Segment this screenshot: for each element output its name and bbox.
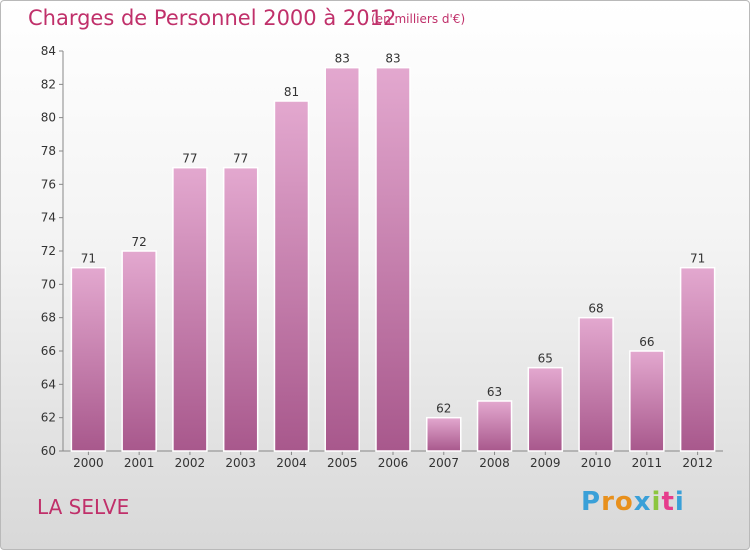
chart-subtitle: (en milliers d'€) — [371, 12, 466, 26]
logo-letter: P — [581, 487, 602, 517]
x-tick-label: 2012 — [682, 456, 713, 470]
logo-letter: o — [614, 487, 634, 517]
bar-value-label: 83 — [385, 52, 400, 66]
bar-value-label: 68 — [588, 302, 603, 316]
bar-value-label: 77 — [233, 152, 248, 166]
y-tick-label: 82 — [41, 77, 56, 91]
y-tick-label: 68 — [41, 311, 56, 325]
logo-letter: t — [661, 487, 675, 517]
x-tick-label: 2008 — [479, 456, 510, 470]
x-tick-label: 2007 — [428, 456, 459, 470]
x-tick-label: 2009 — [530, 456, 561, 470]
logo-letter: i — [674, 487, 685, 517]
chart-title: Charges de Personnel 2000 à 2012 — [28, 6, 397, 30]
bar-value-label: 81 — [284, 85, 299, 99]
logo-letter: i — [651, 487, 662, 517]
y-tick-label: 60 — [41, 444, 56, 458]
bar — [324, 66, 360, 452]
bar — [426, 416, 462, 452]
x-tick-label: 2001 — [124, 456, 155, 470]
x-tick-label: 2011 — [632, 456, 663, 470]
x-tick-label: 2000 — [73, 456, 104, 470]
bar — [679, 266, 716, 452]
x-tick-label: 2005 — [327, 456, 358, 470]
bar-value-label: 65 — [538, 352, 553, 366]
bar-value-label: 66 — [639, 335, 654, 349]
logo-letter: x — [633, 487, 652, 517]
bar-value-label: 72 — [132, 235, 147, 249]
x-tick-label: 2006 — [378, 456, 409, 470]
bar-value-label: 77 — [182, 152, 197, 166]
x-tick-label: 2004 — [276, 456, 307, 470]
bar — [172, 166, 208, 452]
bar — [222, 166, 259, 452]
bar-value-label: 83 — [335, 52, 350, 66]
bar-value-label: 62 — [436, 402, 451, 416]
logo-letter: r — [601, 487, 615, 517]
bar — [527, 366, 564, 452]
proxiti-logo[interactable]: Proxiti — [581, 487, 685, 517]
y-tick-label: 84 — [41, 44, 56, 58]
bar — [629, 350, 665, 452]
bar-value-label: 71 — [81, 252, 96, 266]
bar — [375, 66, 411, 452]
y-tick-label: 80 — [41, 111, 56, 125]
place-name: LA SELVE — [37, 495, 130, 519]
bar — [121, 250, 157, 452]
bar — [70, 266, 107, 452]
bar — [476, 400, 513, 452]
y-tick-label: 74 — [41, 211, 56, 225]
y-tick-label: 64 — [41, 377, 56, 391]
x-tick-label: 2010 — [581, 456, 612, 470]
y-tick-label: 76 — [41, 177, 56, 191]
y-tick-label: 72 — [41, 244, 56, 258]
y-tick-label: 62 — [41, 411, 56, 425]
bar — [273, 100, 310, 452]
y-tick-label: 66 — [41, 344, 56, 358]
x-tick-label: 2002 — [175, 456, 206, 470]
y-tick-label: 78 — [41, 144, 56, 158]
y-tick-label: 70 — [41, 277, 56, 291]
bar — [578, 316, 614, 452]
bar-value-label: 63 — [487, 385, 502, 399]
x-tick-label: 2003 — [225, 456, 256, 470]
bar-value-label: 71 — [690, 252, 705, 266]
